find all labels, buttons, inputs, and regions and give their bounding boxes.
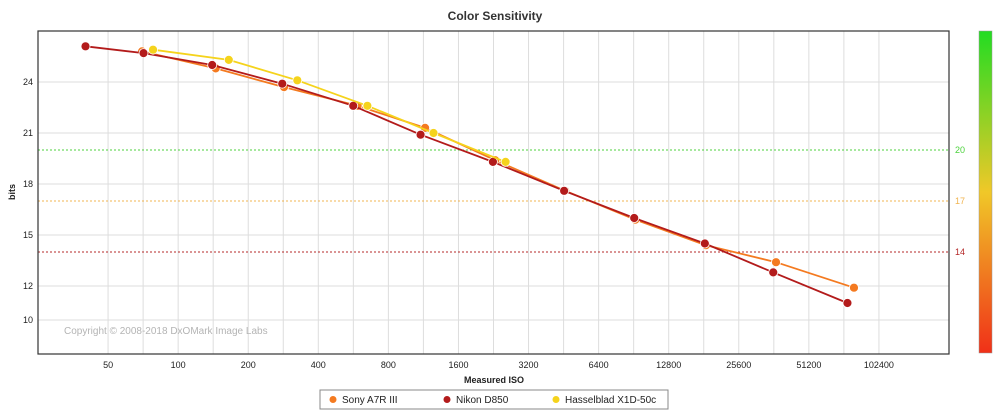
x-tick-label: 200: [241, 360, 256, 370]
y-tick-label: 10: [23, 315, 33, 325]
data-point: [428, 128, 439, 138]
x-tick-label: 51200: [796, 360, 821, 370]
x-tick-label: 25600: [726, 360, 751, 370]
x-tick-label: 800: [381, 360, 396, 370]
grid-lines: [38, 31, 949, 354]
x-tick-label: 1600: [448, 360, 468, 370]
plot-frame: [37, 30, 950, 355]
data-point: [771, 257, 781, 268]
y-axis-ticks: 24 21 18 15 12 10: [23, 77, 33, 325]
data-point: [768, 267, 779, 278]
legend-label: Nikon D850: [456, 395, 509, 406]
data-point: [629, 213, 640, 223]
series-layer: [80, 41, 859, 308]
reference-line-label: 20: [955, 145, 965, 155]
legend: Sony A7R III Nikon D850 Hasselblad X1D-50c: [319, 389, 669, 410]
x-tick-label: 102400: [864, 360, 894, 370]
y-tick-label: 15: [23, 230, 33, 240]
y-axis-label: bits: [7, 184, 17, 200]
data-point: [138, 48, 149, 58]
data-point: [849, 282, 859, 293]
data-point: [292, 75, 303, 86]
y-tick-label: 18: [23, 179, 33, 189]
x-axis-label: Measured ISO: [464, 375, 524, 385]
data-point: [559, 185, 570, 196]
x-axis-ticks: 50 100 200 400 800 1600 3200 6400 12800 25600 5120…: [103, 360, 894, 370]
sensitivity-color-scale: [978, 30, 993, 354]
data-point: [80, 41, 91, 52]
y-tick-label: 21: [23, 128, 33, 138]
x-tick-label: 12800: [656, 360, 681, 370]
reference-line-label: 14: [955, 247, 965, 257]
series-line: [85, 45, 848, 304]
data-point: [500, 156, 511, 167]
data-point: [699, 238, 710, 249]
data-point: [148, 44, 158, 55]
x-tick-label: 6400: [589, 360, 609, 370]
data-point: [277, 78, 288, 89]
x-tick-label: 3200: [519, 360, 539, 370]
reference-lines: 20 17 14: [38, 145, 965, 257]
data-point: [223, 55, 234, 65]
data-point: [415, 129, 426, 140]
legend-marker: [552, 396, 560, 403]
x-tick-label: 400: [311, 360, 326, 370]
chart-title: Color Sensitivity: [448, 9, 543, 23]
x-tick-label: 100: [171, 360, 186, 370]
series-line: [152, 48, 506, 163]
x-tick-label: 50: [103, 360, 113, 370]
y-tick-label: 12: [23, 281, 33, 291]
legend-marker: [329, 396, 337, 403]
data-point: [842, 298, 853, 308]
legend-marker: [443, 396, 451, 403]
reference-line-label: 17: [955, 196, 965, 206]
legend-box: [319, 389, 669, 410]
data-point: [207, 60, 218, 70]
data-point: [362, 100, 373, 111]
copyright-text: Copyright © 2008-2018 DxOMark Image Labs: [64, 326, 268, 337]
legend-label: Hasselblad X1D-50c: [565, 395, 656, 406]
y-tick-label: 24: [23, 77, 33, 87]
legend-label: Sony A7R III: [342, 395, 398, 406]
